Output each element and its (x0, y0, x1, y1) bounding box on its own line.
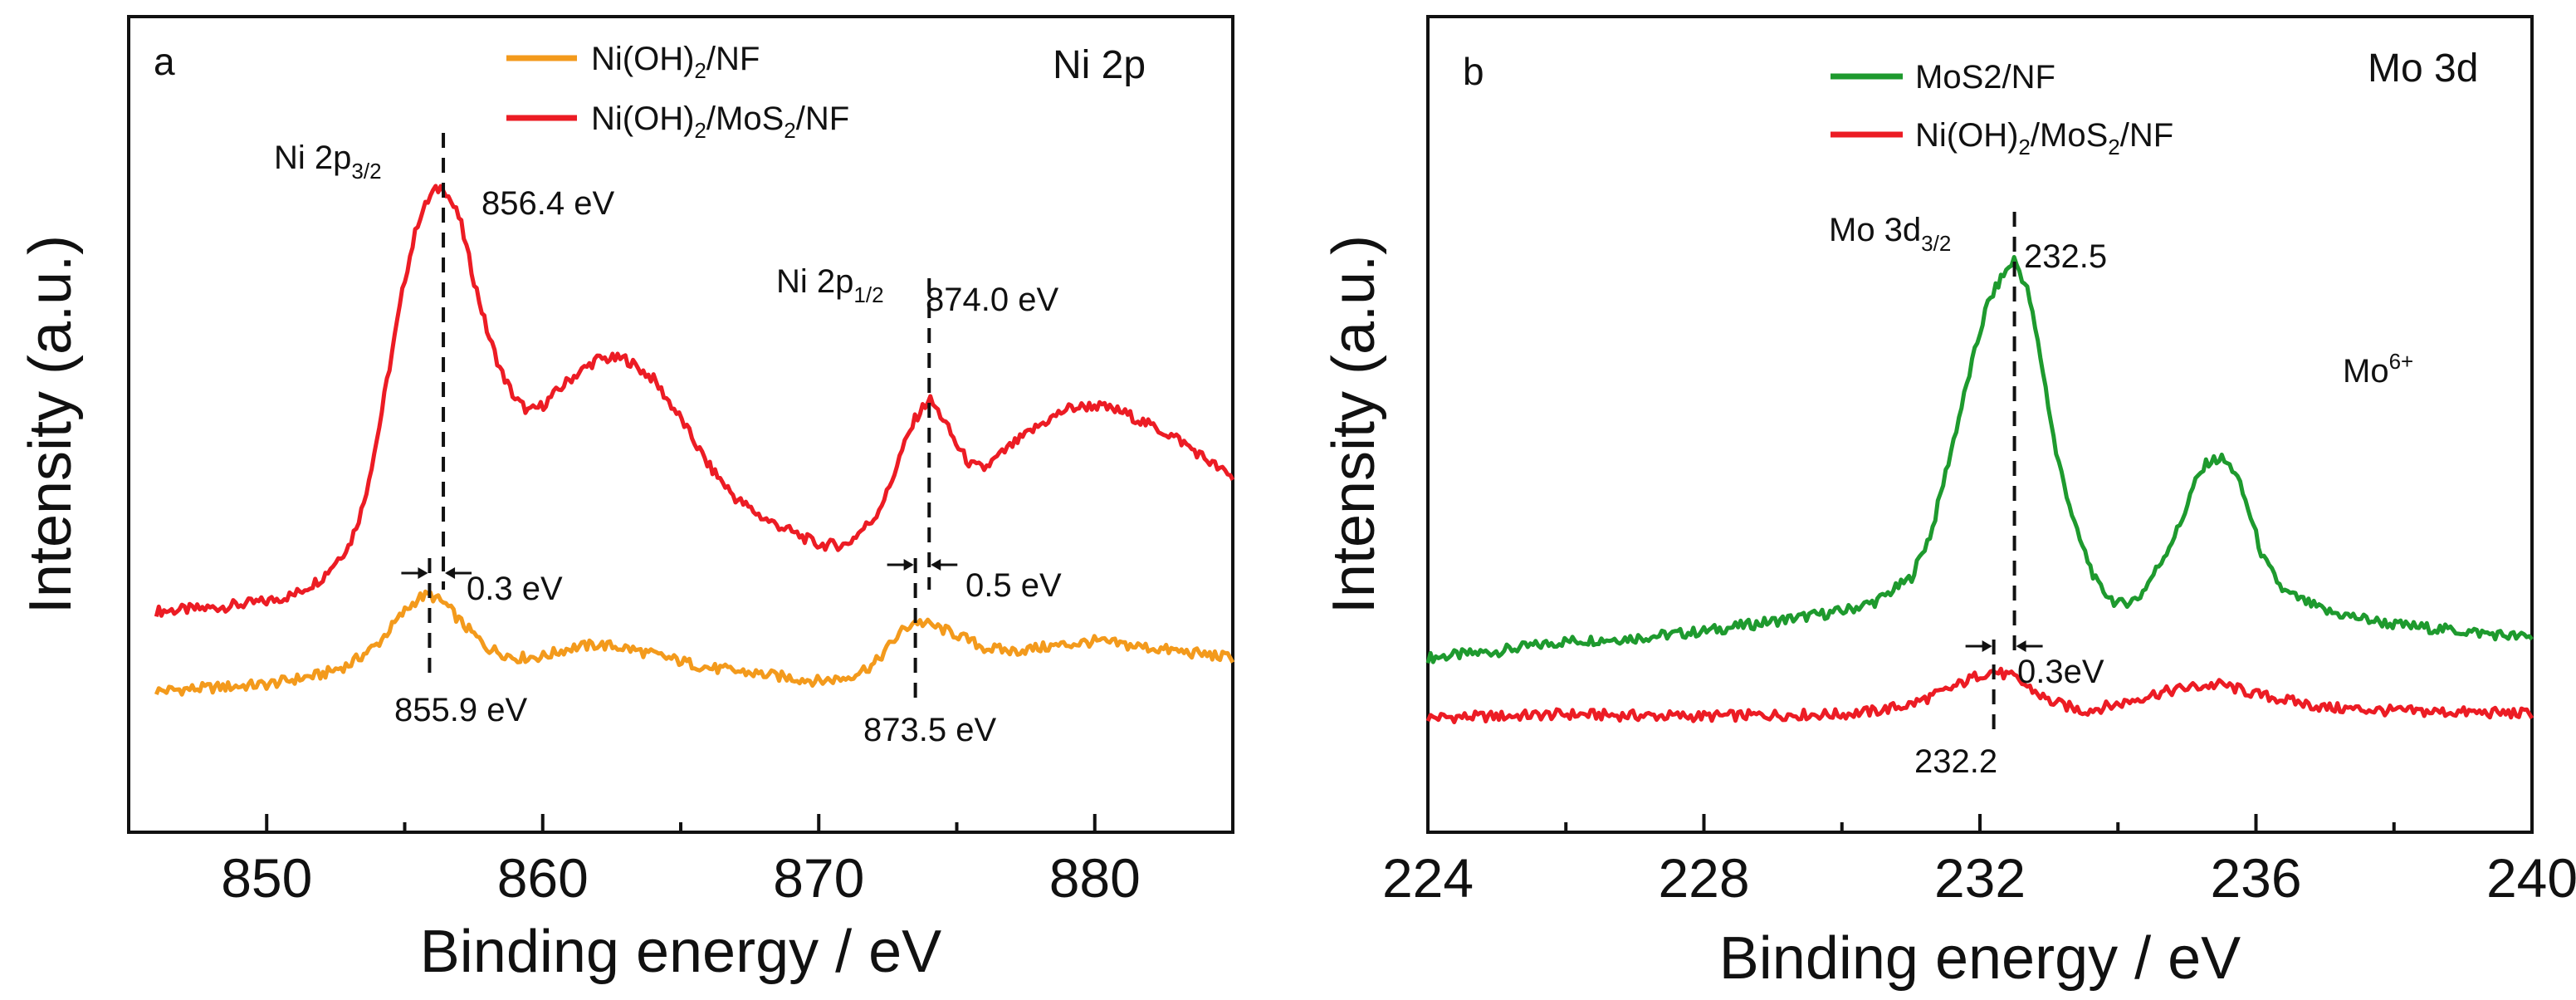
peak-mo3d32-value-low: 232.2 (1914, 743, 1997, 780)
panel-b-series (1425, 255, 2534, 724)
panel-b-x-axis-title: Binding energy / eV (1719, 925, 2241, 992)
x-tick-label-240: 240 (2486, 847, 2576, 909)
peak-ni2p32-value-low: 855.9 eV (394, 692, 527, 728)
peak-mo6plus-label: Mo6+ (2343, 349, 2413, 390)
panel-b: 224 228 232 236 240 b Mo 3d MoS2/NF Ni(OH)2/… (1321, 15, 2576, 992)
x-tick-label-232: 232 (1934, 847, 2026, 909)
x-tick-label-224: 224 (1382, 847, 1474, 909)
panel-a-legend: Ni(OH)2/NF Ni(OH)2/MoS2/NF (506, 41, 849, 143)
legend-label-ni-oh2-mos2-nf-b: Ni(OH)2/MoS2/NF (1915, 117, 2173, 159)
peak-ni2p12-value-low: 873.5 eV (863, 712, 996, 748)
panel-b-letter: b (1463, 50, 1484, 93)
panel-a-series (154, 184, 1235, 697)
peak-mo3d32-shift: 0.3eV (2017, 654, 2104, 690)
panel-b-annotations (1965, 212, 2043, 739)
peak-mo3d32-value-high: 232.5 (2024, 238, 2107, 275)
panel-b-legend: MoS2/NF Ni(OH)2/MoS2/NF (1831, 59, 2173, 159)
x-tick-label-880: 880 (1049, 847, 1141, 909)
series-line-ni-oh-2-mos2-nf (154, 184, 1235, 618)
panel-a: 850 860 870 880 a Ni 2p Ni(OH)2/NF Ni(OH)2/… (17, 15, 1235, 985)
x-tick-label-236: 236 (2210, 847, 2301, 909)
legend-label-mos2-nf: MoS2/NF (1915, 59, 2055, 96)
series-line-mos2-nf (1425, 255, 2534, 664)
series-line-ni-oh-2-mos2-nf (1425, 666, 2534, 724)
peak-mo3d32-label: Mo 3d3/2 (1829, 212, 1951, 256)
panel-a-tag: Ni 2p (1053, 43, 1146, 87)
peak-ni2p12-value-high: 874.0 eV (926, 282, 1058, 318)
peak-ni2p12-label: Ni 2p1/2 (776, 263, 884, 307)
panel-b-x-ticks: 224 228 232 236 240 (1382, 814, 2576, 909)
peak-ni2p32-shift: 0.3 eV (467, 571, 563, 607)
panel-b-y-axis-title: Intensity (a.u.) (1321, 235, 1387, 614)
peak-ni2p12-shift: 0.5 eV (965, 567, 1062, 604)
x-tick-label-860: 860 (497, 847, 589, 909)
shift-arrows-mo3d32 (1965, 640, 2043, 652)
x-tick-label-870: 870 (773, 847, 864, 909)
panel-a-annotations (401, 133, 958, 702)
panel-a-x-ticks: 850 860 870 880 (221, 814, 1141, 909)
panel-a-x-axis-title: Binding energy / eV (420, 919, 941, 985)
shift-arrows-ni2p32 (401, 567, 472, 579)
peak-ni2p32-label: Ni 2p3/2 (274, 140, 382, 184)
shift-arrows-ni2p12 (887, 559, 958, 571)
series-line-ni-oh-2-nf (154, 589, 1235, 697)
legend-label-ni-oh2-nf: Ni(OH)2/NF (591, 41, 760, 83)
x-tick-label-850: 850 (221, 847, 312, 909)
legend-label-ni-oh2-mos2-nf: Ni(OH)2/MoS2/NF (591, 100, 849, 143)
peak-ni2p32-value-high: 856.4 eV (481, 185, 614, 222)
panel-a-y-axis-title: Intensity (a.u.) (17, 235, 84, 614)
panel-a-letter: a (154, 40, 175, 83)
x-tick-label-228: 228 (1658, 847, 1749, 909)
panel-b-tag: Mo 3d (2368, 47, 2478, 91)
